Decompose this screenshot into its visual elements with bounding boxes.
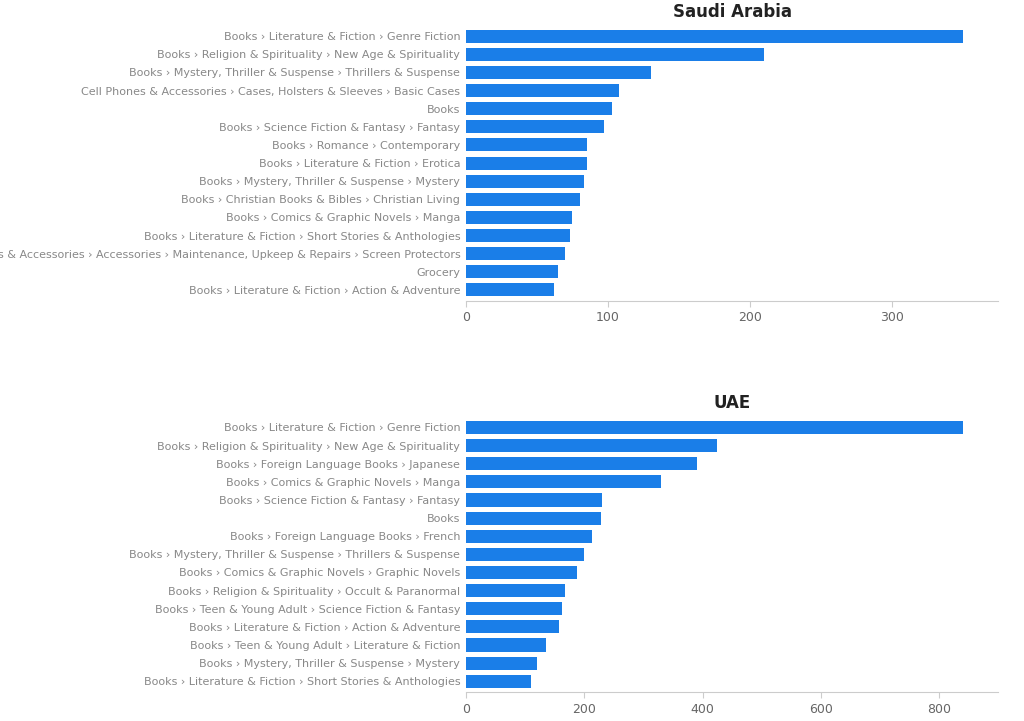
Bar xyxy=(466,584,565,597)
Bar xyxy=(466,639,546,652)
Bar xyxy=(466,156,587,169)
Bar xyxy=(466,265,558,278)
Bar xyxy=(466,30,963,43)
Bar xyxy=(466,493,602,506)
Bar xyxy=(466,530,592,543)
Bar xyxy=(466,174,584,187)
Bar xyxy=(466,66,650,79)
Title: UAE: UAE xyxy=(714,394,751,412)
Bar xyxy=(466,48,764,61)
Bar xyxy=(466,439,718,452)
Bar xyxy=(466,138,587,151)
Bar xyxy=(466,211,572,224)
Bar xyxy=(466,475,662,488)
Bar xyxy=(466,247,565,260)
Bar xyxy=(466,620,559,634)
Bar xyxy=(466,675,531,688)
Bar xyxy=(466,566,578,579)
Bar xyxy=(466,602,562,615)
Bar xyxy=(466,548,585,561)
Bar xyxy=(466,283,554,296)
Bar xyxy=(466,102,612,115)
Bar xyxy=(466,229,569,242)
Bar xyxy=(466,512,601,525)
Bar xyxy=(466,421,963,434)
Bar xyxy=(466,657,537,670)
Bar xyxy=(466,120,604,133)
Bar xyxy=(466,193,580,205)
Bar xyxy=(466,84,620,97)
Title: Saudi Arabia: Saudi Arabia xyxy=(673,3,792,21)
Bar xyxy=(466,457,696,470)
